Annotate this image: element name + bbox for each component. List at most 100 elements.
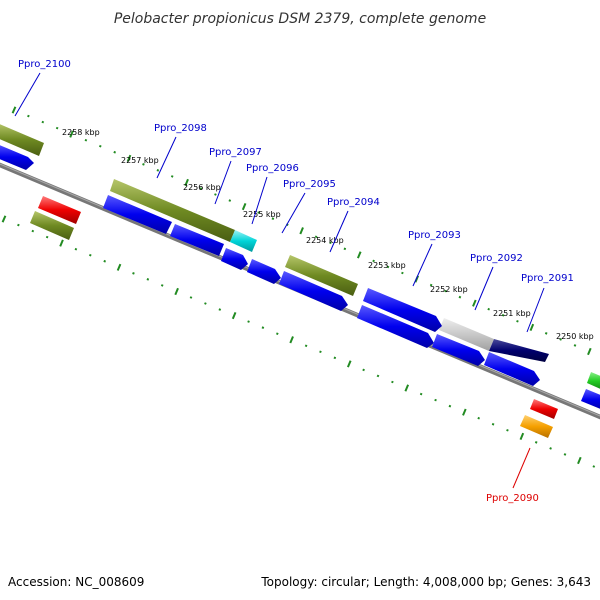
tick-mark xyxy=(261,326,265,329)
feature-olive-1[interactable] xyxy=(0,123,44,156)
tick-mark xyxy=(41,120,45,124)
tick-mark xyxy=(356,251,362,259)
tick-mark xyxy=(174,287,179,296)
tick-mark xyxy=(299,227,304,235)
tick-mark xyxy=(434,398,437,402)
feature-olive-4[interactable] xyxy=(30,211,74,240)
feature-cds-11[interactable] xyxy=(581,389,600,410)
leader-line xyxy=(329,210,349,253)
feature-cds-8[interactable] xyxy=(357,305,434,348)
feature-cyan-1[interactable] xyxy=(230,230,257,252)
tick-mark xyxy=(88,253,92,257)
kbp-label: 2258 kbp xyxy=(62,128,100,137)
kbp-label: 2254 kbp xyxy=(306,236,344,245)
gene-label-ppro-2093[interactable]: Ppro_2093 xyxy=(408,230,461,241)
leader-line xyxy=(281,192,306,234)
kbp-label: 2253 kbp xyxy=(368,261,406,270)
gene-label-ppro-2095[interactable]: Ppro_2095 xyxy=(283,179,336,190)
tick-mark xyxy=(199,187,203,190)
tick-mark xyxy=(11,106,17,114)
leader-line xyxy=(214,160,232,205)
tick-mark xyxy=(462,408,467,416)
accession-text: Accession: NC_008609 xyxy=(8,575,144,589)
tick-mark xyxy=(333,356,337,360)
gene-label-ppro-2098[interactable]: Ppro_2098 xyxy=(154,123,207,134)
tick-mark xyxy=(289,336,294,344)
tick-mark xyxy=(386,265,390,269)
tick-mark xyxy=(271,217,275,220)
genome-summary-text: Topology: circular; Length: 4,008,000 bp… xyxy=(260,575,591,589)
tick-mark xyxy=(31,229,35,233)
leader-line xyxy=(512,447,531,489)
tick-mark xyxy=(343,247,347,251)
leader-line xyxy=(474,266,494,311)
tick-mark xyxy=(346,360,352,368)
feature-olive-3[interactable] xyxy=(285,255,358,296)
tick-mark xyxy=(98,144,102,148)
gene-label-ppro-2091[interactable]: Ppro_2091 xyxy=(521,273,574,284)
tick-mark xyxy=(448,404,452,408)
tick-mark xyxy=(146,278,150,281)
tick-mark xyxy=(142,163,145,166)
kbp-label: 2250 kbp xyxy=(556,332,594,341)
feature-cds-3[interactable] xyxy=(170,224,224,256)
tick-mark xyxy=(189,296,193,299)
leader-line xyxy=(526,287,545,333)
tick-mark xyxy=(577,456,582,465)
feature-green-1[interactable] xyxy=(587,372,600,390)
gene-label-ppro-2090[interactable]: Ppro_2090 xyxy=(486,493,539,504)
tick-mark xyxy=(319,350,322,354)
tick-mark xyxy=(559,338,562,341)
gene-label-ppro-2097[interactable]: Ppro_2097 xyxy=(209,147,262,158)
feature-cds-2[interactable] xyxy=(103,195,172,234)
map-title: Pelobacter propionicus DSM 2379, complet… xyxy=(114,11,486,27)
feature-gray-1[interactable] xyxy=(439,318,494,351)
feature-cds-5[interactable] xyxy=(247,259,281,284)
tick-mark xyxy=(218,308,222,311)
tick-mark xyxy=(419,392,423,396)
feature-red-2[interactable] xyxy=(530,399,558,419)
feature-red-1[interactable] xyxy=(38,196,81,224)
tick-mark xyxy=(458,295,462,299)
tick-mark xyxy=(257,211,260,214)
leader-line xyxy=(412,243,433,287)
tick-mark xyxy=(304,344,308,348)
feature-olive-2[interactable] xyxy=(110,179,235,242)
tick-mark xyxy=(563,453,567,456)
feature-navy-1[interactable] xyxy=(489,339,549,362)
tick-mark xyxy=(160,284,164,287)
tick-mark xyxy=(592,465,596,468)
tick-mark xyxy=(477,416,481,420)
tick-mark xyxy=(372,259,375,263)
leader-line xyxy=(156,136,177,179)
feature-cds-10[interactable] xyxy=(484,352,540,386)
feature-cds-9[interactable] xyxy=(432,334,485,366)
tick-mark xyxy=(204,302,207,305)
tick-mark xyxy=(544,332,548,335)
tick-mark xyxy=(113,150,117,154)
tick-mark xyxy=(501,313,505,317)
tick-mark xyxy=(103,259,107,263)
tick-mark xyxy=(376,374,380,378)
position-ticks xyxy=(1,106,596,468)
tick-mark xyxy=(573,344,577,347)
feature-cds-4[interactable] xyxy=(221,248,248,270)
tick-mark xyxy=(116,263,122,271)
feature-cds-6[interactable] xyxy=(279,271,348,311)
tick-mark xyxy=(59,239,64,247)
gene-label-ppro-2092[interactable]: Ppro_2092 xyxy=(470,253,523,264)
gene-label-ppro-2094[interactable]: Ppro_2094 xyxy=(327,197,380,208)
tick-mark xyxy=(491,422,495,426)
feature-cds-7[interactable] xyxy=(363,288,442,332)
tick-mark xyxy=(516,320,519,323)
gene-label-ppro-2096[interactable]: Ppro_2096 xyxy=(246,163,299,174)
tick-mark xyxy=(401,271,404,275)
feature-orange-1[interactable] xyxy=(520,415,553,438)
tick-mark xyxy=(404,384,410,392)
feature-cds-1[interactable] xyxy=(0,144,34,170)
tick-mark xyxy=(84,138,88,142)
gene-label-leaders xyxy=(14,72,545,333)
gene-label-ppro-2100[interactable]: Ppro_2100 xyxy=(18,59,71,70)
tick-mark xyxy=(506,429,509,432)
